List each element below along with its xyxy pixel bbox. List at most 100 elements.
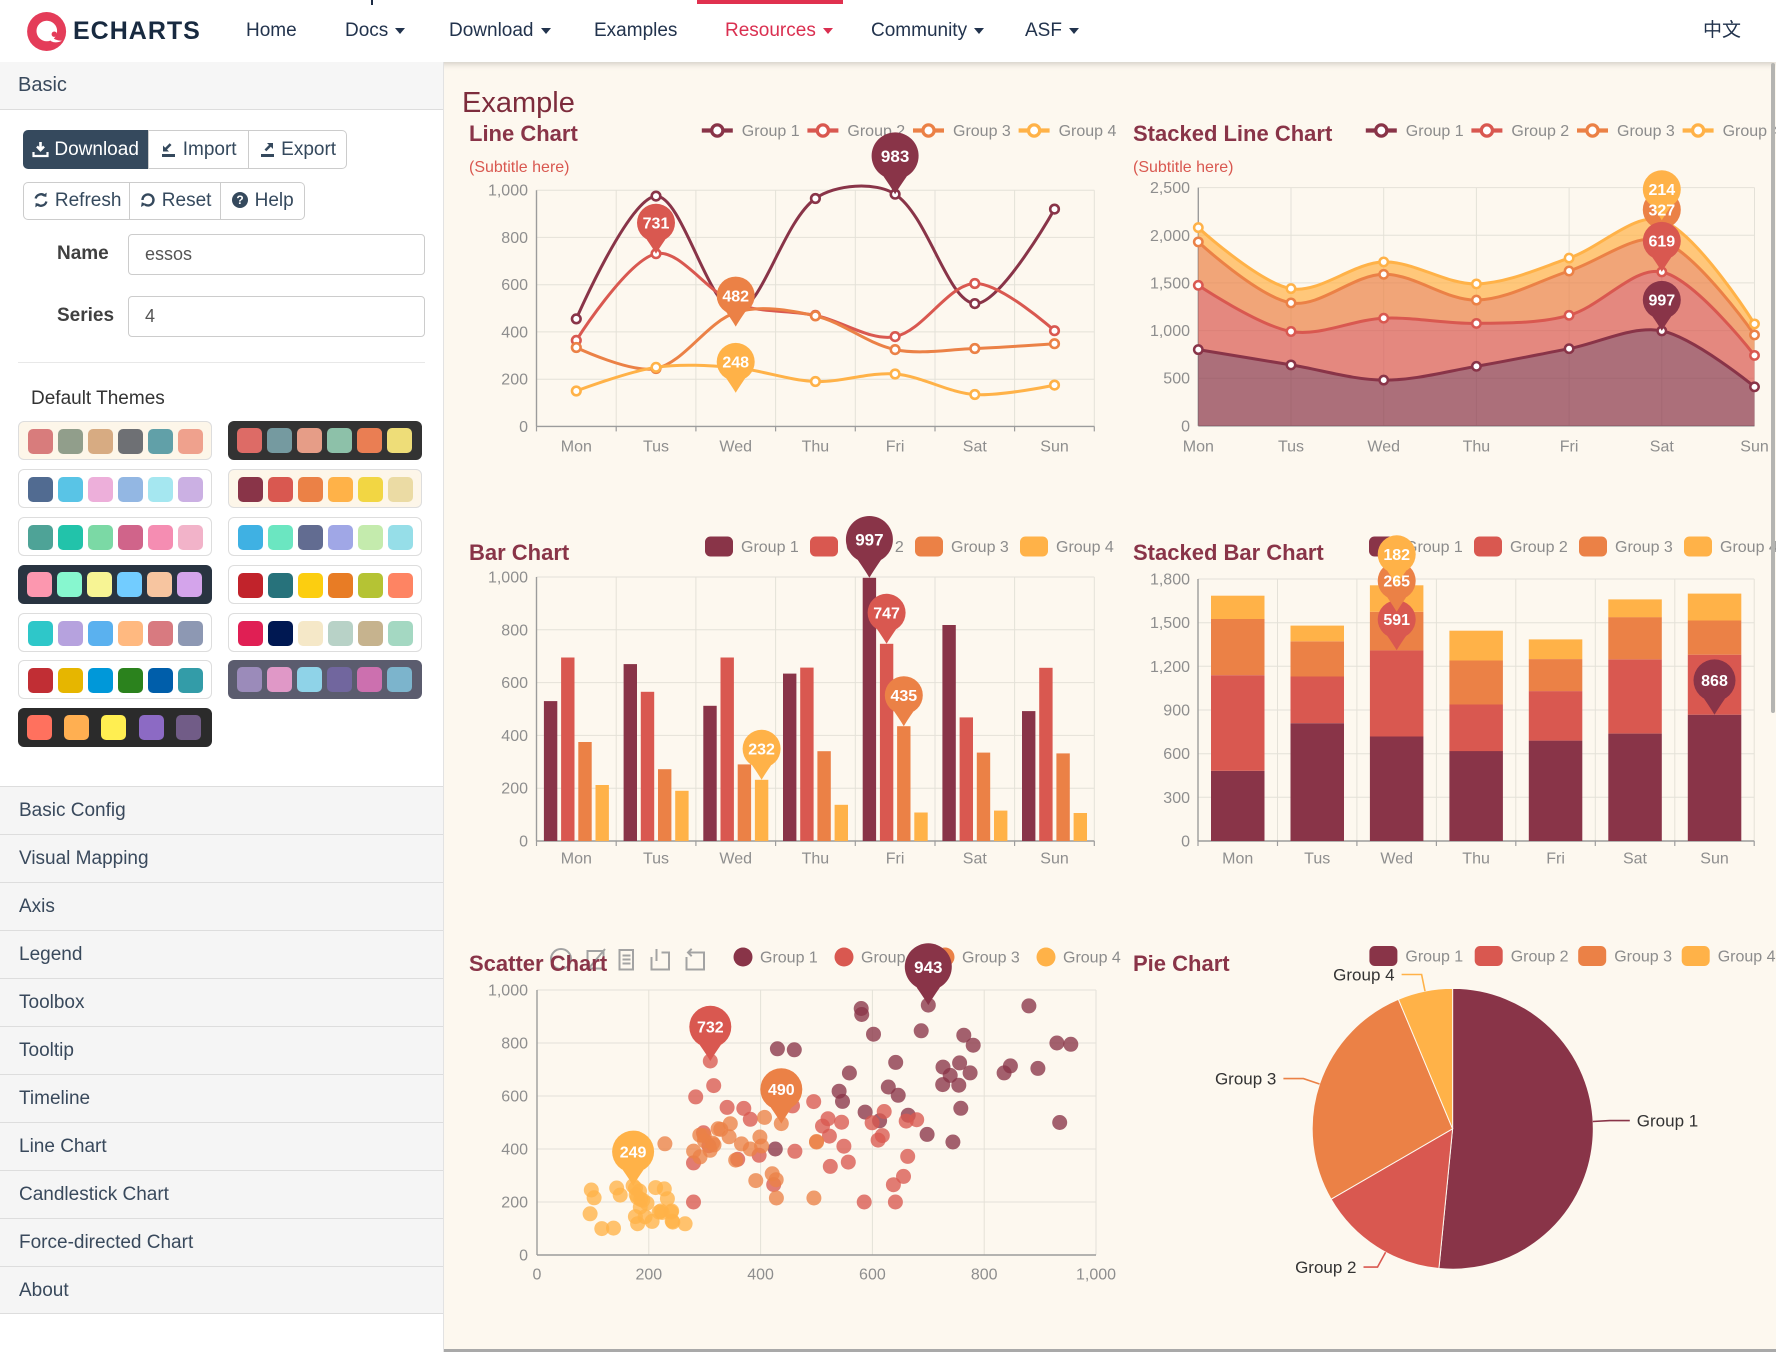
svg-text:Thu: Thu — [1462, 851, 1490, 868]
svg-text:249: 249 — [620, 1144, 647, 1161]
svg-text:900: 900 — [1163, 703, 1190, 720]
svg-text:Tus: Tus — [1304, 851, 1330, 868]
svg-text:732: 732 — [697, 1020, 724, 1037]
svg-text:Bar Chart: Bar Chart — [469, 540, 570, 565]
svg-text:232: 232 — [748, 742, 775, 759]
svg-text:1,000: 1,000 — [488, 183, 528, 200]
svg-text:Thu: Thu — [802, 851, 830, 868]
svg-text:Wed: Wed — [1380, 851, 1413, 868]
svg-text:600: 600 — [859, 1267, 886, 1284]
svg-text:Fri: Fri — [1546, 851, 1565, 868]
svg-text:Sun: Sun — [1700, 851, 1728, 868]
svg-text:943: 943 — [914, 958, 942, 977]
svg-text:600: 600 — [1163, 746, 1190, 763]
svg-text:Example: Example — [462, 87, 575, 119]
svg-text:(Subtitle here): (Subtitle here) — [469, 159, 570, 176]
svg-text:600: 600 — [501, 675, 528, 692]
svg-text:1,000: 1,000 — [488, 983, 528, 1000]
svg-text:997: 997 — [1648, 293, 1675, 310]
svg-text:Group 3: Group 3 — [951, 539, 1009, 556]
svg-text:Sat: Sat — [963, 851, 988, 868]
svg-text:Group 4: Group 4 — [1720, 539, 1776, 556]
svg-text:182: 182 — [1383, 547, 1410, 564]
svg-text:Sat: Sat — [1623, 851, 1648, 868]
svg-text:Mon: Mon — [1183, 439, 1214, 456]
svg-text:591: 591 — [1383, 612, 1410, 629]
svg-text:983: 983 — [881, 147, 909, 166]
svg-text:265: 265 — [1383, 574, 1410, 591]
svg-text:Group 2: Group 2 — [861, 950, 919, 967]
svg-text:500: 500 — [1163, 371, 1190, 388]
svg-text:800: 800 — [501, 1036, 528, 1053]
svg-text:Group 3: Group 3 — [1615, 539, 1673, 556]
svg-text:Group 1: Group 1 — [1406, 123, 1464, 140]
svg-text:600: 600 — [501, 277, 528, 294]
svg-text:Group 1: Group 1 — [741, 539, 799, 556]
svg-text:(Subtitle here): (Subtitle here) — [1133, 159, 1234, 176]
svg-text:Sun: Sun — [1040, 851, 1068, 868]
svg-text:Group 3: Group 3 — [962, 950, 1020, 967]
svg-text:Sun: Sun — [1040, 439, 1068, 456]
svg-text:2,000: 2,000 — [1150, 228, 1190, 245]
svg-text:300: 300 — [1163, 790, 1190, 807]
svg-text:868: 868 — [1701, 673, 1728, 690]
svg-text:Group 3: Group 3 — [953, 123, 1011, 140]
svg-text:Group 2: Group 2 — [1295, 1258, 1356, 1277]
svg-text:400: 400 — [501, 324, 528, 341]
svg-text:Wed: Wed — [1367, 439, 1400, 456]
svg-text:Group 4: Group 4 — [1333, 966, 1394, 985]
svg-text:Tus: Tus — [643, 851, 669, 868]
svg-text:Group 1: Group 1 — [1405, 539, 1463, 556]
svg-text:Fri: Fri — [886, 851, 905, 868]
svg-text:248: 248 — [722, 355, 749, 372]
svg-text:Thu: Thu — [802, 439, 830, 456]
svg-text:400: 400 — [501, 728, 528, 745]
svg-text:Mon: Mon — [1222, 851, 1253, 868]
svg-text:Group 4: Group 4 — [1059, 123, 1117, 140]
svg-text:Wed: Wed — [719, 439, 752, 456]
svg-text:2,500: 2,500 — [1150, 180, 1190, 197]
svg-text:0: 0 — [1181, 418, 1190, 435]
svg-text:Fri: Fri — [1560, 439, 1579, 456]
svg-text:619: 619 — [1648, 234, 1675, 251]
svg-text:200: 200 — [501, 372, 528, 389]
svg-text:0: 0 — [519, 834, 528, 851]
svg-text:Thu: Thu — [1463, 439, 1491, 456]
svg-text:Wed: Wed — [719, 851, 752, 868]
svg-text:400: 400 — [747, 1267, 774, 1284]
svg-text:Group 2: Group 2 — [1511, 949, 1569, 966]
svg-text:Stacked Bar Chart: Stacked Bar Chart — [1133, 540, 1324, 565]
svg-text:Tus: Tus — [643, 439, 669, 456]
svg-text:435: 435 — [890, 688, 917, 705]
svg-text:Group 1: Group 1 — [1405, 949, 1463, 966]
svg-text:Group 3: Group 3 — [1614, 949, 1672, 966]
svg-text:Mon: Mon — [561, 851, 592, 868]
svg-text:Group 2: Group 2 — [1510, 539, 1568, 556]
svg-text:1,800: 1,800 — [1150, 572, 1190, 589]
svg-text:Sat: Sat — [1650, 439, 1675, 456]
svg-text:1,500: 1,500 — [1150, 615, 1190, 632]
svg-text:731: 731 — [643, 216, 670, 233]
svg-text:Fri: Fri — [886, 439, 905, 456]
svg-text:Group 4: Group 4 — [1723, 123, 1776, 140]
svg-text:200: 200 — [635, 1267, 662, 1284]
svg-text:Group 1: Group 1 — [742, 123, 800, 140]
svg-text:Group 3: Group 3 — [1215, 1070, 1276, 1089]
svg-text:200: 200 — [501, 1195, 528, 1212]
svg-text:Line Chart: Line Chart — [469, 121, 578, 146]
svg-text:Group 3: Group 3 — [1617, 123, 1675, 140]
svg-text:600: 600 — [501, 1089, 528, 1106]
svg-text:1,200: 1,200 — [1150, 659, 1190, 676]
svg-text:Group 4: Group 4 — [1063, 950, 1121, 967]
svg-text:1,500: 1,500 — [1150, 275, 1190, 292]
svg-text:Mon: Mon — [561, 439, 592, 456]
svg-text:Scatter Chart: Scatter Chart — [469, 951, 608, 976]
svg-text:214: 214 — [1648, 182, 1675, 199]
svg-text:1,000: 1,000 — [1150, 323, 1190, 340]
svg-text:Group 4: Group 4 — [1718, 949, 1776, 966]
svg-text:Stacked Line Chart: Stacked Line Chart — [1133, 121, 1333, 146]
svg-text:Group 4: Group 4 — [1056, 539, 1114, 556]
svg-text:1,000: 1,000 — [488, 570, 528, 587]
svg-text:?: ? — [237, 193, 244, 207]
svg-text:Tus: Tus — [1278, 439, 1304, 456]
